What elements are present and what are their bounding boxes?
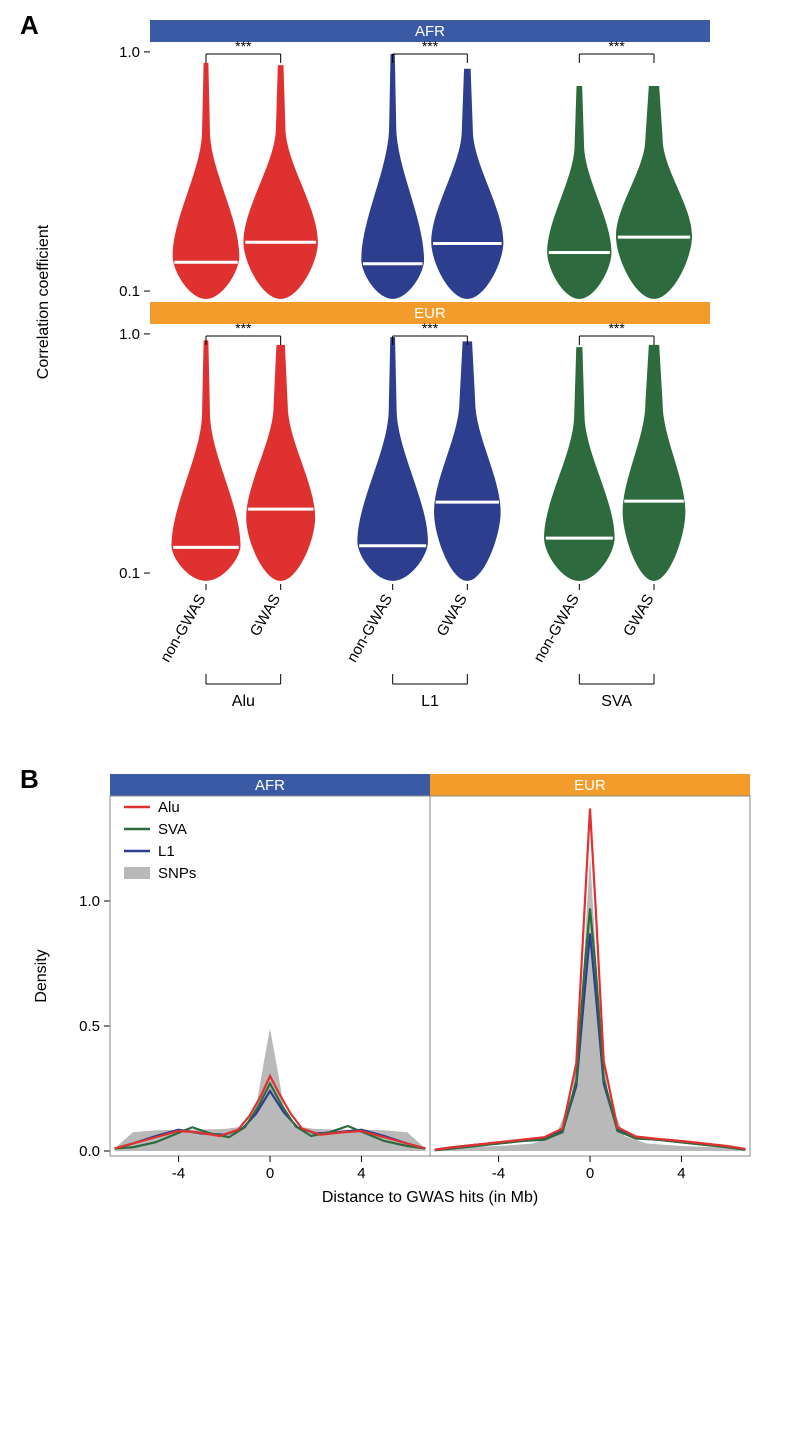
svg-text:***: *** bbox=[608, 320, 625, 336]
violin-plot: Correlation coefficientAFR0.11.0********… bbox=[20, 10, 780, 744]
svg-text:***: *** bbox=[235, 320, 252, 336]
svg-text:Alu: Alu bbox=[158, 799, 180, 816]
svg-text:-4: -4 bbox=[172, 1165, 185, 1182]
violin bbox=[544, 347, 615, 581]
svg-text:***: *** bbox=[422, 320, 439, 336]
svg-text:Density: Density bbox=[33, 949, 50, 1002]
violin bbox=[172, 340, 241, 581]
density-plot: Density 0.0 0.5 1.0 AFR -4 0 4 Alu SVA L1 SNPs EUR -4… bbox=[20, 764, 780, 1216]
svg-text:GWAS: GWAS bbox=[433, 592, 470, 640]
svg-text:non-GWAS: non-GWAS bbox=[530, 592, 582, 666]
svg-text:SVA: SVA bbox=[601, 693, 632, 710]
svg-text:4: 4 bbox=[357, 1165, 365, 1182]
panel-b: B Density 0.0 0.5 1.0 AFR -4 0 4 Alu SVA L1 SNPs EUR… bbox=[20, 764, 780, 1216]
svg-text:Distance to GWAS hits (in Mb): Distance to GWAS hits (in Mb) bbox=[322, 1189, 538, 1206]
svg-text:GWAS: GWAS bbox=[247, 592, 284, 640]
violin bbox=[547, 86, 611, 299]
svg-text:***: *** bbox=[608, 38, 625, 54]
svg-text:4: 4 bbox=[677, 1165, 685, 1182]
svg-text:SVA: SVA bbox=[158, 821, 187, 838]
violin bbox=[616, 86, 692, 299]
snps-area bbox=[435, 856, 746, 1151]
svg-text:0.0: 0.0 bbox=[79, 1143, 100, 1160]
svg-text:0.1: 0.1 bbox=[119, 283, 140, 300]
svg-text:1.0: 1.0 bbox=[119, 326, 140, 343]
svg-text:AFR: AFR bbox=[255, 777, 285, 794]
violin bbox=[246, 345, 315, 581]
svg-text:-4: -4 bbox=[492, 1165, 505, 1182]
svg-text:SNPs: SNPs bbox=[158, 865, 196, 882]
svg-text:0: 0 bbox=[586, 1165, 594, 1182]
svg-text:1.0: 1.0 bbox=[119, 44, 140, 61]
svg-text:1.0: 1.0 bbox=[79, 893, 100, 910]
svg-text:0.5: 0.5 bbox=[79, 1018, 100, 1035]
svg-text:***: *** bbox=[422, 38, 439, 54]
violin bbox=[623, 345, 686, 581]
svg-text:Correlation coefficient: Correlation coefficient bbox=[35, 224, 52, 379]
violin bbox=[434, 341, 501, 580]
panel-a: A Correlation coefficientAFR0.11.0******… bbox=[20, 10, 780, 744]
panel-a-label: A bbox=[20, 10, 39, 41]
svg-text:non-GWAS: non-GWAS bbox=[157, 592, 209, 666]
svg-text:L1: L1 bbox=[158, 843, 175, 860]
svg-text:GWAS: GWAS bbox=[620, 592, 657, 640]
svg-text:Alu: Alu bbox=[232, 693, 255, 710]
svg-text:***: *** bbox=[235, 38, 252, 54]
svg-text:EUR: EUR bbox=[574, 777, 606, 794]
svg-text:0: 0 bbox=[266, 1165, 274, 1182]
violin bbox=[361, 54, 424, 299]
svg-text:non-GWAS: non-GWAS bbox=[344, 592, 396, 666]
violin bbox=[431, 69, 503, 299]
svg-text:L1: L1 bbox=[421, 693, 439, 710]
svg-text:0.1: 0.1 bbox=[119, 565, 140, 582]
violin bbox=[243, 65, 317, 299]
panel-b-label: B bbox=[20, 764, 39, 795]
